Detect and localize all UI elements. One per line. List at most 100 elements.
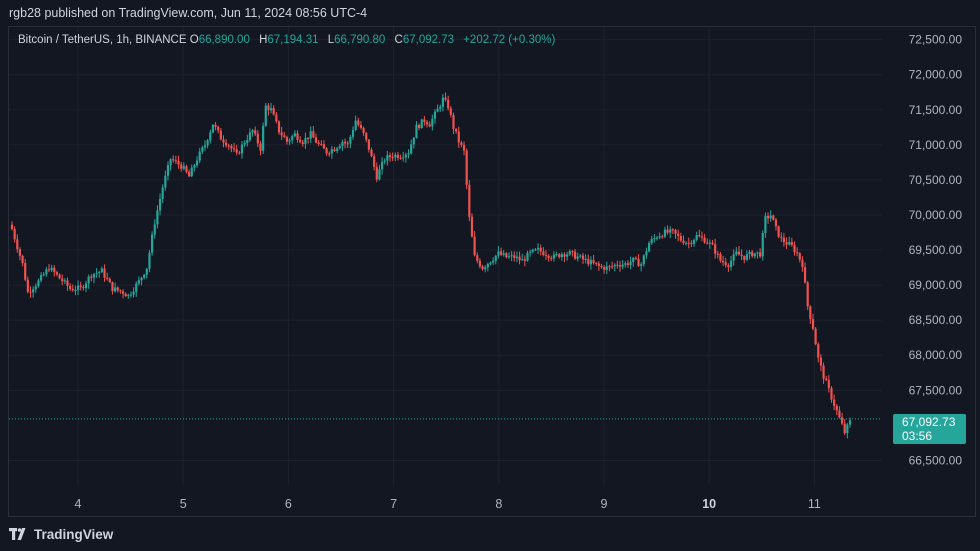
candle-body	[687, 242, 690, 244]
candle-body	[550, 257, 553, 259]
candle-body	[188, 171, 191, 177]
candle-body	[119, 290, 122, 292]
candle-body	[711, 242, 714, 245]
candle-body	[359, 124, 363, 128]
candle-body	[772, 215, 775, 220]
candle-body	[803, 267, 807, 283]
candle-body	[45, 269, 48, 275]
candle-body	[439, 106, 442, 109]
candle-body	[521, 259, 524, 261]
ohlc-legend: Bitcoin / TetherUS, 1h, BINANCE O66,890.…	[18, 34, 561, 46]
candle-body	[748, 251, 751, 255]
tradingview-logo[interactable]: TradingView	[9, 527, 113, 542]
candle-body	[716, 253, 719, 255]
candle-body	[536, 247, 540, 250]
candle-body	[600, 265, 603, 268]
candle-body	[455, 128, 458, 132]
candle-body	[272, 108, 275, 115]
candle-body	[796, 252, 799, 254]
candle-body	[172, 159, 175, 161]
chart-frame[interactable]	[8, 26, 976, 517]
candle-body	[468, 184, 471, 217]
candle-body	[13, 229, 16, 240]
candle-body	[61, 278, 64, 282]
candle-body	[338, 146, 341, 149]
candle-body	[637, 258, 640, 266]
symbol-label[interactable]: Bitcoin / TetherUS, 1h, BINANCE	[18, 34, 187, 46]
candle-body	[809, 306, 812, 320]
candle-body	[571, 251, 574, 253]
low-label: L	[327, 34, 335, 46]
candle-body	[507, 256, 511, 258]
candle-body	[806, 282, 809, 307]
candle-body	[129, 294, 133, 296]
candle-body	[402, 157, 405, 159]
candle-body	[87, 276, 90, 284]
candle-body	[692, 239, 696, 244]
candle-body	[505, 253, 508, 258]
candle-body	[729, 260, 733, 268]
candle-body	[153, 224, 156, 235]
high-value: 67,194.31	[267, 34, 319, 46]
candle-body	[526, 252, 529, 261]
y-tick-label: 68,500.00	[909, 313, 963, 327]
candle-body	[76, 285, 80, 291]
candle-body	[370, 149, 373, 157]
candle-body	[431, 118, 434, 127]
candle-body	[568, 251, 571, 255]
candle-body	[209, 132, 212, 141]
candle-body	[428, 124, 431, 127]
candle-body	[727, 265, 730, 268]
candle-body	[774, 219, 778, 227]
candle-body	[674, 229, 677, 234]
candle-body	[121, 291, 125, 294]
candle-body	[685, 242, 688, 244]
candle-body	[777, 226, 780, 237]
candle-body	[529, 251, 532, 253]
candle-body	[433, 111, 437, 119]
candle-body	[547, 255, 550, 258]
candle-body	[166, 165, 170, 176]
candle-body	[394, 154, 397, 158]
candle-body	[312, 131, 315, 138]
candle-body	[169, 159, 172, 166]
candle-body	[740, 254, 743, 257]
candle-body	[301, 142, 304, 144]
candle-body	[645, 251, 648, 256]
candle-body	[661, 236, 664, 238]
candle-body	[201, 147, 204, 152]
y-axis: 72,500.00 72,000.00 71,500.00 71,000.00 70,5…	[909, 33, 963, 468]
candle-body	[230, 145, 233, 149]
candle-body	[354, 120, 357, 131]
candle-body	[320, 144, 323, 146]
tradingview-brand: TradingView	[34, 526, 114, 542]
candle-body	[254, 130, 257, 134]
candle-body	[190, 167, 193, 177]
candle-body	[47, 269, 51, 271]
candle-body	[473, 236, 476, 256]
candle-body	[214, 124, 217, 127]
candle-body	[18, 249, 22, 256]
candle-body	[262, 125, 265, 151]
candle-body	[277, 121, 281, 133]
x-axis: 4 5 6 7 8 9 10 11	[75, 497, 821, 511]
candle-body	[822, 365, 825, 379]
candle-body	[21, 255, 24, 264]
candle-body	[833, 399, 836, 406]
candle-body	[470, 216, 474, 237]
candle-body	[476, 255, 479, 261]
candle-body	[69, 286, 72, 289]
y-tick-label: 72,000.00	[909, 68, 963, 82]
candle-body	[378, 169, 381, 180]
candle-body	[497, 251, 500, 256]
candle-body	[671, 229, 674, 231]
candle-body	[759, 252, 762, 257]
candle-body	[539, 247, 542, 252]
candle-body	[700, 236, 704, 238]
candle-body	[55, 272, 59, 275]
candle-body	[695, 235, 698, 240]
candle-body	[285, 137, 289, 142]
candle-body	[722, 260, 725, 263]
candle-body	[291, 136, 294, 141]
